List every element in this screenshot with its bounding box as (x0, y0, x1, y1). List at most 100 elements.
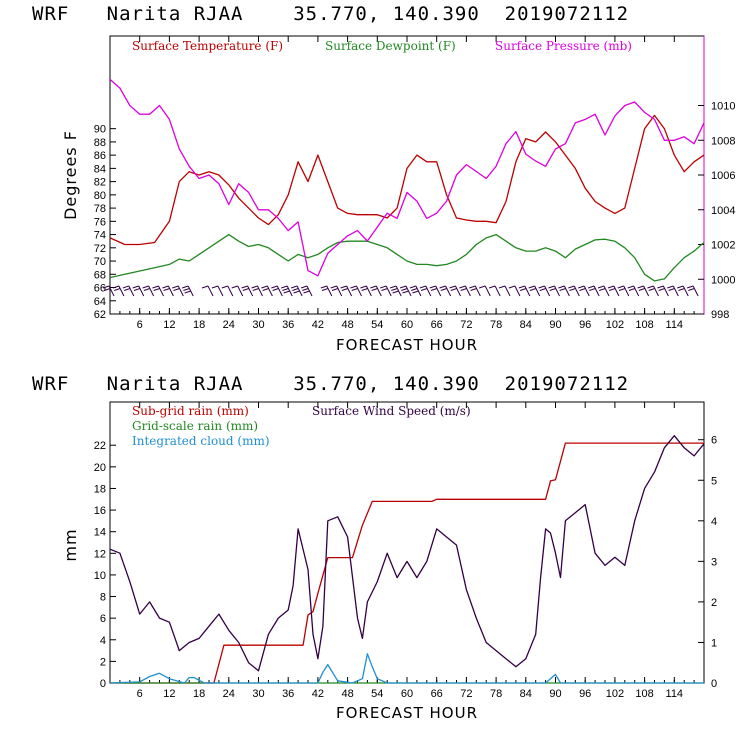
wind-barb-staff (554, 285, 560, 297)
wind-barb-flag (251, 285, 258, 289)
x-tick-label: 24 (223, 688, 235, 700)
wind-barb-flag (597, 285, 605, 289)
wind-barb-flag (638, 288, 646, 291)
y-tick-label: 82 (94, 177, 106, 189)
wind-barb-flag (658, 288, 665, 291)
wind-barb-staff (326, 285, 333, 297)
x-tick-label: 84 (520, 319, 532, 331)
x-tick-label: 48 (341, 319, 353, 331)
y-tick-label: 64 (94, 296, 106, 308)
wind-barb-flag (340, 285, 347, 289)
wind-barb-staff (494, 285, 501, 297)
wind-barb-flag (668, 288, 675, 291)
x-tick-label: 84 (520, 688, 532, 700)
wind-barb-flag (152, 285, 159, 289)
wind-barb-flag (132, 285, 139, 289)
wind-barb-staff (544, 285, 551, 297)
x-tick-label: 96 (579, 319, 591, 331)
wind-barb-staff (682, 285, 689, 297)
wind-barb-flag (559, 288, 566, 291)
wind-barb-flag (410, 288, 418, 291)
y2-tick-label: 4 (711, 516, 717, 528)
y-tick-label: 10 (94, 570, 106, 582)
wind-barb-flag (459, 285, 466, 289)
wind-barb-flag (449, 285, 456, 289)
wind-barb-flag (143, 288, 151, 291)
wind-barb-staff (653, 285, 659, 297)
wind-barb-staff (445, 285, 452, 297)
wind-barb-flag (389, 285, 397, 289)
y2-tick-label: 1006 (711, 170, 735, 182)
wind-barb-staff (375, 285, 382, 297)
wind-barb-staff (633, 285, 640, 297)
wind-barb-flag (479, 285, 486, 289)
x-tick-label: 78 (490, 688, 502, 700)
wind-barb-staff (583, 285, 590, 297)
wind-barb-staff (425, 285, 432, 297)
wind-barb-staff (563, 285, 570, 297)
y2-tick-label: 1000 (711, 274, 735, 286)
wind-barb-flag (391, 288, 398, 291)
chart-title: WRF Narita RJAA 35.770, 140.390 20190721… (32, 3, 629, 25)
legend-integrated-cloud: Integrated cloud (mm) (132, 434, 270, 448)
wind-barb-flag (538, 285, 545, 289)
y-tick-label: 76 (94, 216, 106, 228)
wind-barb-staff (257, 285, 263, 297)
x-tick-label: 96 (579, 688, 591, 700)
wind-barb-flag (320, 285, 327, 289)
wind-barb-flag (104, 288, 111, 291)
wind-barb-flag (211, 285, 219, 289)
wind-barb-flag (351, 288, 358, 291)
wind-barb-flag (409, 285, 417, 289)
chart-lower: WRF Narita RJAA 35.770, 140.390 20190721… (32, 373, 717, 722)
wind-barb-staff (385, 285, 392, 297)
x-tick-label: 54 (371, 319, 383, 331)
y-tick-label: 18 (94, 483, 106, 495)
legend-gridscale-rain: Grid-scale rain (mm) (132, 419, 258, 433)
x-tick-label: 36 (282, 688, 294, 700)
y-tick-label: 88 (94, 137, 106, 149)
series-group (109, 435, 705, 684)
chart-upper: WRF Narita RJAA 35.770, 140.390 20190721… (32, 3, 735, 354)
wind-barb-flag (331, 288, 339, 291)
y-tick-label: 6 (100, 613, 106, 625)
y2-tick-label: 1010 (711, 101, 735, 113)
y-axis-label: mm (61, 528, 80, 561)
wind-barb-staff (573, 285, 580, 297)
wind-barb-flag (439, 285, 446, 289)
wind-barb-staff (623, 285, 630, 297)
x-tick-label: 36 (282, 319, 294, 331)
wind-barb-flag (361, 288, 368, 291)
wind-barb-flag (548, 285, 555, 289)
wind-barb-flag (412, 290, 419, 294)
wind-barb-flag (102, 285, 110, 289)
x-tick-label: 30 (252, 319, 264, 331)
wind-barb-staff (177, 285, 184, 297)
wind-barb-staff (474, 285, 481, 297)
wind-barb-flag (184, 290, 191, 294)
wind-barb-flag (528, 285, 535, 289)
x-tick-label: 12 (163, 319, 175, 331)
series-line-surface-pressure-mb (109, 78, 705, 277)
wind-barb-flag (303, 290, 310, 294)
wind-barb-flag (399, 285, 407, 289)
y-tick-label: 78 (94, 203, 106, 215)
x-tick-label: 102 (606, 688, 624, 700)
y-tick-label: 84 (94, 163, 106, 175)
wind-barb-flag (539, 288, 547, 291)
wind-barb-flag (678, 288, 685, 291)
wind-barb-flag (201, 285, 209, 289)
y2-tick-label: 0 (711, 678, 717, 690)
wind-barb-flag (558, 285, 565, 289)
wind-barb-flag (648, 288, 655, 291)
x-tick-label: 24 (223, 319, 235, 331)
wind-barb-flag (429, 285, 436, 289)
wind-barb-staff (266, 285, 273, 297)
wind-barb-flag (252, 288, 259, 291)
wind-barb-staff (138, 285, 145, 297)
wind-barb-flag (628, 288, 636, 291)
x-tick-label: 18 (193, 688, 205, 700)
y-tick-label: 22 (94, 440, 106, 452)
wind-barb-staff (158, 285, 164, 297)
